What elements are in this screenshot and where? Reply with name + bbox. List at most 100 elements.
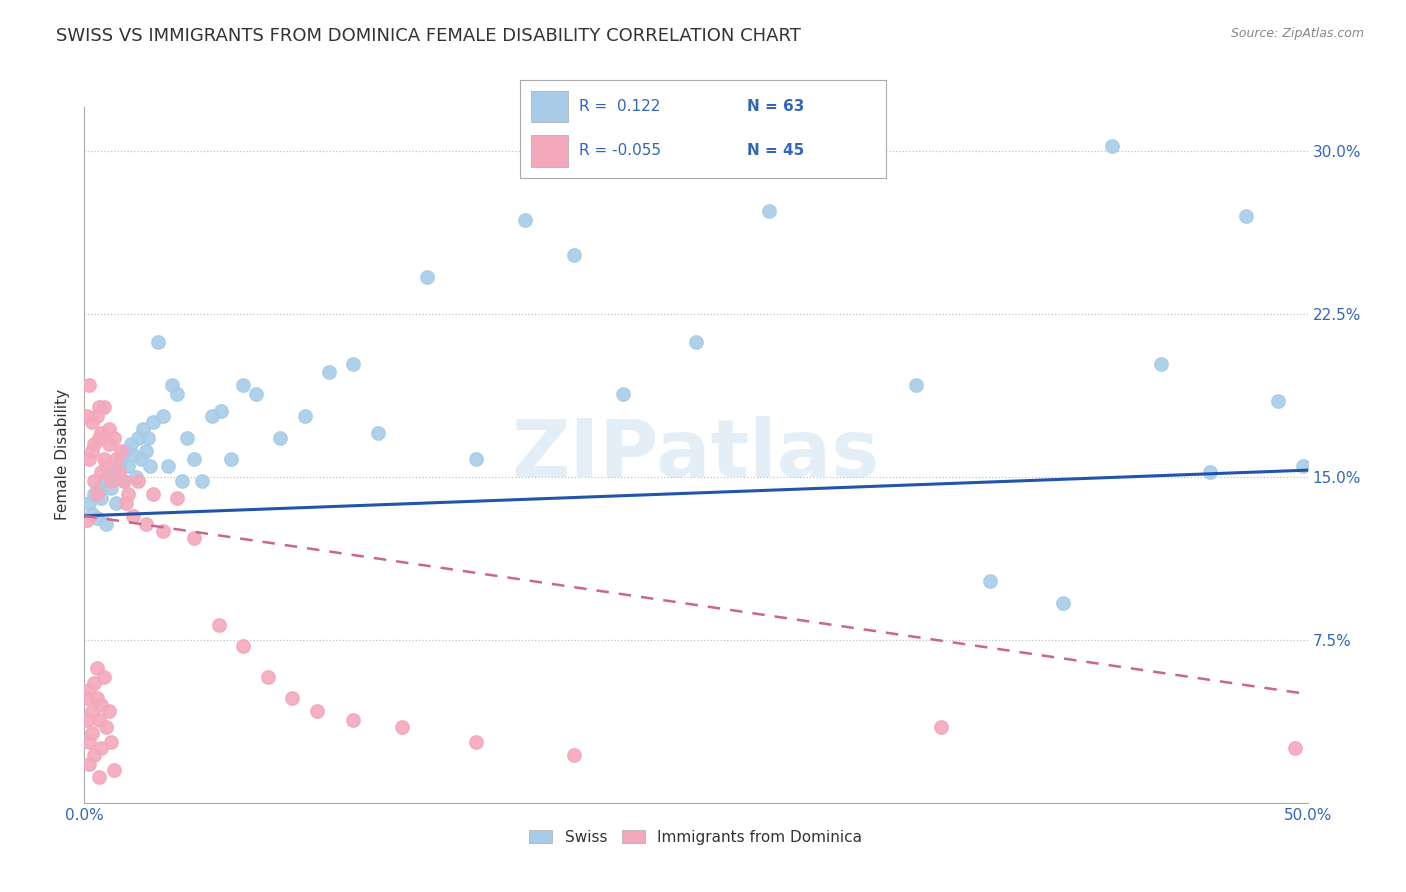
Point	[86, 691, 108, 706]
Point	[416, 269, 439, 284]
Point	[77, 452, 100, 467]
Point	[1198, 466, 1220, 480]
Point	[87, 481, 110, 495]
Y-axis label: Female Disability: Female Disability	[55, 389, 70, 521]
Point	[83, 437, 105, 451]
Point	[83, 747, 105, 762]
Point	[172, 474, 194, 488]
Point	[115, 443, 138, 458]
Point	[96, 517, 118, 532]
Point	[367, 426, 389, 441]
Point	[191, 474, 214, 488]
Point	[86, 511, 108, 525]
Point	[127, 474, 149, 488]
Point	[166, 387, 188, 401]
Point	[685, 334, 707, 349]
Point	[86, 409, 108, 423]
Point	[76, 691, 98, 706]
Point	[156, 458, 179, 473]
Point	[129, 452, 152, 467]
Point	[83, 487, 105, 501]
Point	[90, 698, 112, 712]
Point	[86, 487, 108, 501]
Point	[93, 670, 115, 684]
Point	[110, 443, 132, 458]
Point	[183, 452, 205, 467]
Point	[120, 437, 142, 451]
Point	[269, 430, 291, 444]
Point	[83, 676, 105, 690]
Point	[905, 378, 928, 392]
Point	[831, 161, 853, 175]
Point	[77, 496, 100, 510]
Point	[136, 430, 159, 444]
Point	[176, 430, 198, 444]
Point	[245, 387, 267, 401]
Point	[110, 452, 132, 467]
Point	[96, 458, 118, 473]
Point	[90, 491, 112, 506]
Point	[122, 508, 145, 523]
Point	[758, 204, 780, 219]
Point	[100, 481, 122, 495]
Text: R =  0.122: R = 0.122	[579, 99, 659, 114]
Point	[152, 524, 174, 538]
Point	[115, 496, 138, 510]
Point	[87, 770, 110, 784]
Point	[1267, 393, 1289, 408]
Point	[76, 513, 98, 527]
Point	[342, 713, 364, 727]
Point	[117, 487, 139, 501]
Point	[391, 720, 413, 734]
Point	[86, 661, 108, 675]
Point	[612, 387, 634, 401]
Point	[96, 720, 118, 734]
Point	[146, 334, 169, 349]
Point	[127, 430, 149, 444]
Text: SWISS VS IMMIGRANTS FROM DOMINICA FEMALE DISABILITY CORRELATION CHART: SWISS VS IMMIGRANTS FROM DOMINICA FEMALE…	[56, 27, 801, 45]
Point	[200, 409, 222, 423]
Point	[142, 415, 165, 429]
Point	[76, 409, 98, 423]
Point	[135, 443, 157, 458]
Point	[93, 452, 115, 467]
Point	[232, 378, 254, 392]
Legend: Swiss, Immigrants from Dominica: Swiss, Immigrants from Dominica	[523, 823, 869, 851]
Point	[162, 378, 184, 392]
Point	[100, 735, 122, 749]
Point	[77, 378, 100, 392]
Point	[305, 705, 328, 719]
Point	[97, 422, 120, 436]
Point	[87, 430, 110, 444]
Point	[232, 639, 254, 653]
Point	[107, 458, 129, 473]
Point	[105, 452, 128, 467]
Point	[1101, 139, 1123, 153]
Point	[342, 357, 364, 371]
Point	[87, 400, 110, 414]
Point	[103, 763, 125, 777]
Point	[1052, 596, 1074, 610]
Point	[87, 713, 110, 727]
Text: ZIPatlas: ZIPatlas	[512, 416, 880, 494]
Text: R = -0.055: R = -0.055	[579, 144, 661, 159]
Point	[90, 426, 112, 441]
Point	[103, 430, 125, 444]
FancyBboxPatch shape	[531, 136, 568, 167]
Text: N = 63: N = 63	[747, 99, 804, 114]
Point	[208, 617, 231, 632]
Point	[318, 365, 340, 379]
Point	[139, 458, 162, 473]
Point	[1284, 741, 1306, 756]
Point	[80, 443, 103, 458]
Point	[76, 713, 98, 727]
Point	[219, 452, 242, 467]
Point	[464, 452, 486, 467]
Point	[183, 531, 205, 545]
Point	[209, 404, 232, 418]
Point	[80, 507, 103, 521]
Point	[125, 469, 148, 483]
FancyBboxPatch shape	[531, 91, 568, 122]
Point	[80, 705, 103, 719]
Point	[132, 422, 155, 436]
